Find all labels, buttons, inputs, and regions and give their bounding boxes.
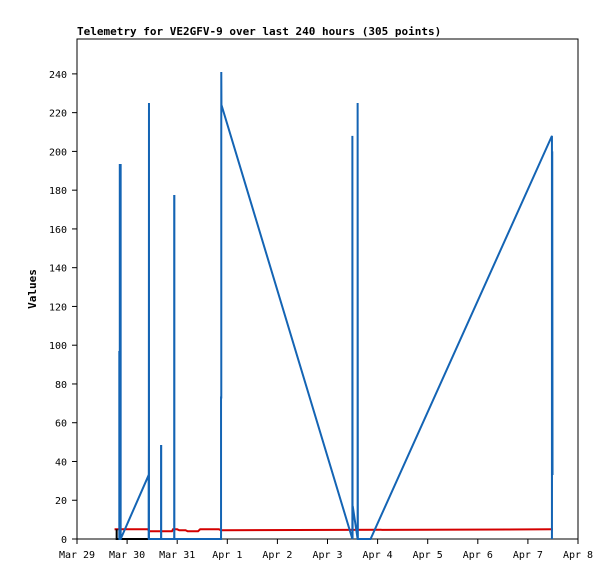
series-layer [114,71,554,540]
plot-area [76,38,579,540]
x-tick-label: Apr 4 [363,550,393,561]
x-tick-label: Apr 3 [312,550,342,561]
x-tick-label: Apr 8 [563,550,593,561]
y-tick-label: 60 [55,419,67,430]
x-tick-label: Apr 6 [463,550,493,561]
x-tick-label: Mar 30 [109,550,145,561]
chart-title: Telemetry for VE2GFV-9 over last 240 hou… [77,25,441,38]
x-tick-label: Apr 2 [262,550,292,561]
y-tick-label: 20 [55,496,67,507]
y-tick-label: 180 [49,186,67,197]
y-tick-label: 160 [49,225,67,236]
y-axis: 0 20 40 60 80 100 120 140 160 180 200 220 240 [49,70,77,546]
x-axis: Mar 29 Mar 30 Mar 31 Apr 1 Apr 2 Apr 3 Apr 4 Ap… [59,539,593,561]
y-tick-label: 200 [49,147,67,158]
series-line [115,529,148,540]
y-axis-label: Values [26,269,39,309]
x-tick-label: Mar 29 [59,550,95,561]
y-tick-label: 140 [49,264,67,275]
series-line [114,528,553,533]
y-tick-label: 100 [49,341,67,352]
y-tick-label: 220 [49,109,67,120]
series-line [118,71,554,540]
x-tick-label: Apr 5 [413,550,443,561]
x-tick-label: Mar 31 [159,550,195,561]
y-tick-label: 80 [55,380,67,391]
y-tick-label: 240 [49,70,67,81]
x-tick-label: Apr 1 [212,550,242,561]
y-tick-label: 40 [55,457,67,468]
y-tick-label: 0 [61,535,67,546]
x-tick-label: Apr 7 [513,550,543,561]
y-tick-label: 120 [49,302,67,313]
